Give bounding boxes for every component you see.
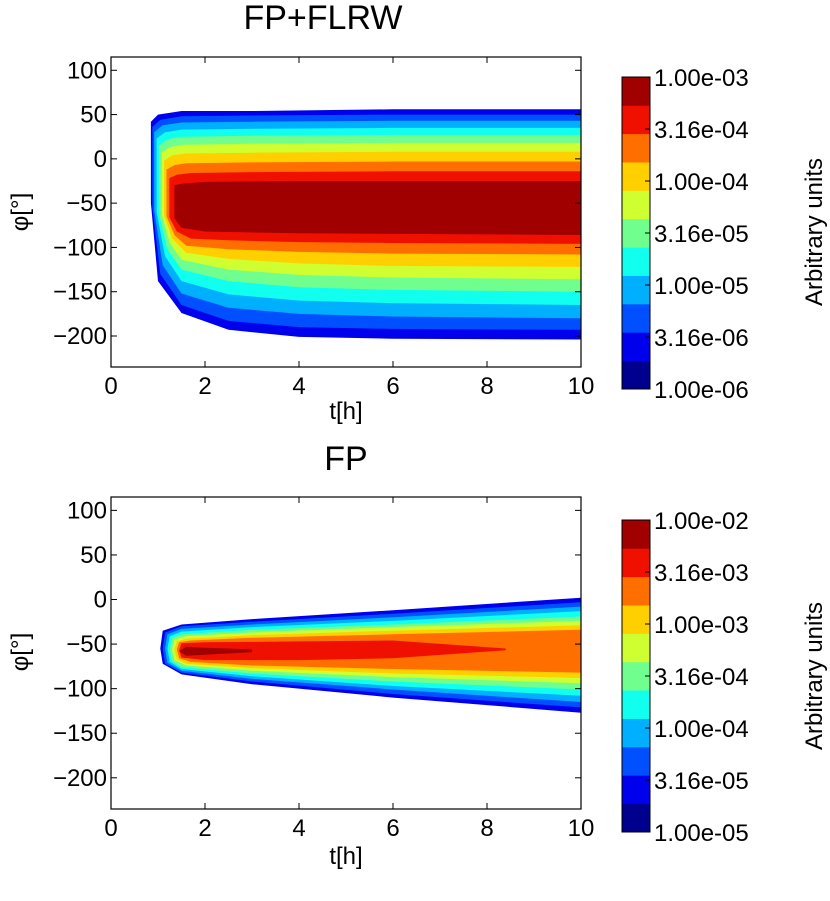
colorbar-tick-label: 1.00e-03 [654, 612, 749, 639]
y-tick-labels: 100 50 0 −50 −100 −150 −200 [53, 497, 107, 791]
colorbar-swatch-8 [622, 133, 650, 163]
colorbar-swatch-4 [622, 247, 650, 276]
x-tick-label: 2 [198, 815, 211, 842]
y-tick-label: −50 [66, 190, 107, 217]
x-tick-label: 4 [292, 815, 305, 842]
panel-fp-flrw: FP+FLRW 0 2 4 6 8 10 100 50 0 −50 −100 −150 −200 t[… [7, 0, 828, 425]
x-tick-label: 8 [480, 815, 493, 842]
colorbar-label: Arbitrary units [801, 602, 828, 750]
y-tick-label: −150 [53, 279, 107, 306]
y-tick-label: 100 [67, 497, 107, 524]
colorbar-tick-label: 1.00e-05 [654, 273, 749, 300]
contour-level-10 [174, 181, 581, 235]
y-tick-label: 0 [94, 587, 107, 614]
colorbar-swatch-10 [622, 77, 650, 106]
y-tick-labels: 100 50 0 −50 −100 −150 −200 [53, 57, 107, 350]
colorbar-tick-label: 3.16e-04 [654, 117, 749, 144]
colorbar-tick-labels: 1.00e-02 3.16e-03 1.00e-03 3.16e-04 1.00e-04… [654, 508, 749, 847]
x-tick-label: 2 [198, 373, 211, 400]
y-tick-label: 50 [80, 102, 107, 129]
panel-fp: FP 0 2 4 6 8 10 100 50 0 −50 −100 −150 −200 t[h] φ[… [7, 440, 828, 870]
colorbar [621, 76, 651, 390]
axis-ticks [110, 497, 582, 809]
y-axis-label: φ[°] [7, 633, 34, 672]
y-tick-label: −100 [53, 234, 107, 261]
x-tick-label: 6 [386, 373, 399, 400]
x-tick-label: 4 [292, 373, 305, 400]
colorbar-swatch-7 [622, 162, 650, 191]
contour-fill-area [150, 109, 581, 340]
plot-frame [110, 56, 582, 368]
x-tick-label: 10 [568, 815, 595, 842]
y-tick-label: 50 [80, 542, 107, 569]
x-tick-label: 6 [386, 815, 399, 842]
x-tick-label: 0 [104, 815, 117, 842]
y-tick-label: −200 [53, 323, 107, 350]
colorbar-tick-label: 1.00e-02 [654, 508, 749, 535]
contour-fill-area [160, 597, 581, 713]
colorbar-tick-label: 3.16e-04 [654, 664, 749, 691]
colorbar-swatch-9 [622, 105, 650, 135]
y-axis-label: φ[°] [7, 193, 34, 232]
colorbar-swatch-2 [622, 746, 650, 776]
y-tick-label: −150 [53, 720, 107, 747]
colorbar-label: Arbitrary units [801, 158, 828, 306]
colorbar-tick-label: 3.16e-06 [654, 325, 749, 352]
contour-level-10 [179, 646, 252, 656]
colorbar-tick-label: 1.00e-03 [654, 65, 749, 92]
x-axis-label: t[h] [329, 398, 362, 425]
colorbar-swatch-3 [622, 718, 650, 748]
x-tick-labels: 0 2 4 6 8 10 [104, 373, 594, 400]
colorbar-swatch-4 [622, 690, 650, 719]
colorbar-swatch-7 [622, 605, 650, 634]
colorbar-swatch-2 [622, 303, 650, 333]
y-tick-label: −50 [66, 631, 107, 658]
x-axis-label: t[h] [329, 843, 362, 870]
x-tick-labels: 0 2 4 6 8 10 [104, 815, 594, 842]
y-tick-label: −200 [53, 765, 107, 792]
colorbar-swatch-10 [622, 520, 650, 549]
x-tick-label: 0 [104, 373, 117, 400]
x-tick-label: 10 [568, 373, 595, 400]
colorbar-swatch-0 [622, 360, 650, 390]
chart-title: FP+FLRW [243, 0, 402, 37]
colorbar-tick-label: 1.00e-05 [654, 820, 749, 847]
x-tick-label: 8 [480, 373, 493, 400]
colorbar-tick-label: 1.00e-06 [654, 377, 749, 404]
axis-ticks [110, 57, 582, 367]
colorbar-tick-label: 3.16e-03 [654, 560, 749, 587]
colorbar-tick-labels: 1.00e-03 3.16e-04 1.00e-04 3.16e-05 1.00e-05… [654, 65, 749, 404]
colorbar-swatch-9 [622, 548, 650, 578]
colorbar-swatch-6 [622, 633, 650, 663]
y-tick-label: −100 [53, 676, 107, 703]
colorbar-tick-label: 3.16e-05 [654, 768, 749, 795]
y-tick-label: 0 [94, 146, 107, 173]
chart-title: FP [324, 440, 367, 478]
colorbar-swatch-8 [622, 576, 650, 606]
colorbar-swatch-6 [622, 190, 650, 220]
colorbar [621, 519, 651, 833]
colorbar-tick-label: 1.00e-04 [654, 169, 749, 196]
y-tick-label: 100 [67, 57, 107, 84]
colorbar-tick-label: 1.00e-04 [654, 716, 749, 743]
contour-level-9 [179, 640, 506, 661]
colorbar-swatch-0 [622, 803, 650, 833]
colorbar-tick-label: 3.16e-05 [654, 221, 749, 248]
colorbar-swatch-3 [622, 275, 650, 305]
plot-frame [110, 496, 582, 810]
